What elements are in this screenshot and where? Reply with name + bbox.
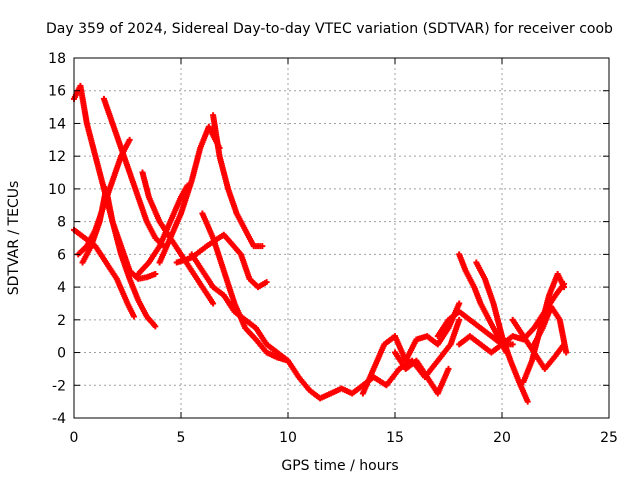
y-tick-label: 4 (57, 280, 66, 296)
chart-title: Day 359 of 2024, Sidereal Day-to-day VTE… (46, 21, 613, 37)
series-track-21 (531, 303, 570, 356)
series-track-5 (100, 95, 167, 250)
y-tick-label: 2 (57, 313, 66, 329)
y-tick-label: 10 (48, 182, 66, 198)
y-tick-label: 0 (57, 346, 66, 362)
series-track-6 (139, 169, 217, 307)
x-tick-label: 25 (600, 430, 618, 446)
data-point (152, 323, 159, 330)
x-tick-label: 0 (70, 430, 79, 446)
data-point (263, 279, 270, 286)
data-point (210, 300, 217, 307)
series-track-11 (188, 251, 291, 364)
data-point (456, 316, 463, 323)
axis-ticks: 0 5 10 15 20 25 -4 -2 0 2 4 6 8 10 12 14 16 18 (48, 51, 618, 446)
y-tick-label: -4 (52, 411, 66, 427)
data-point (130, 313, 137, 320)
series-track-2 (71, 226, 137, 320)
series-track-1 (71, 82, 159, 330)
x-tick-label: 15 (386, 430, 404, 446)
x-tick-label: 10 (279, 430, 297, 446)
data-point (152, 271, 159, 277)
data-point (524, 398, 531, 405)
series-track-4 (79, 185, 159, 282)
data-points (71, 82, 570, 405)
y-tick-label: 16 (48, 84, 66, 100)
data-point (509, 341, 516, 348)
plot-frame (73, 57, 610, 419)
x-tick-label: 20 (493, 430, 511, 446)
y-tick-label: 6 (57, 247, 66, 263)
data-point (561, 341, 568, 348)
y-tick-label: 14 (48, 116, 66, 132)
x-tick-label: 5 (177, 430, 186, 446)
series-track-17 (473, 259, 531, 405)
x-axis-label: GPS time / hours (281, 458, 398, 474)
series-track-9 (210, 112, 266, 250)
series-track-22 (509, 316, 568, 372)
data-point (456, 300, 463, 307)
series-track-15 (392, 349, 452, 397)
y-tick-label: 12 (48, 149, 66, 165)
data-point (445, 365, 452, 372)
data-point (259, 243, 266, 250)
y-tick-label: 18 (48, 51, 66, 67)
y-tick-label: 8 (57, 215, 66, 231)
series-track-8 (156, 123, 223, 266)
y-axis-label: SDTVAR / TECUs (6, 181, 22, 296)
data-point (561, 284, 568, 291)
series-track-12 (199, 210, 377, 402)
data-point (126, 136, 133, 143)
y-tick-label: -2 (52, 378, 66, 394)
data-point (563, 349, 570, 356)
